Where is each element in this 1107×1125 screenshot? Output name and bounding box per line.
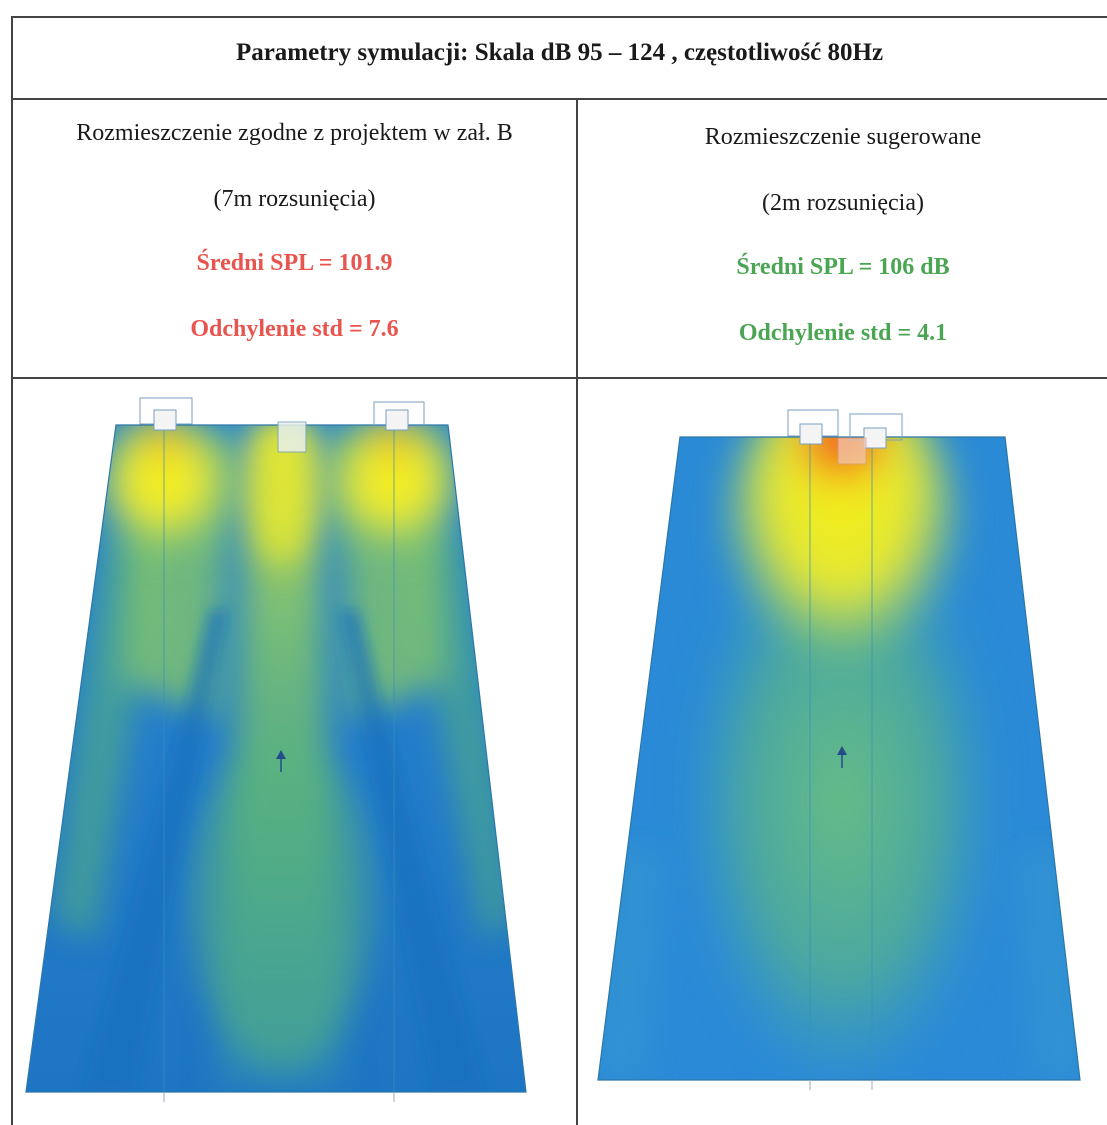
table-border-top [12, 16, 1107, 18]
left-spacing-label: (7m rozsunięcia) [213, 186, 376, 212]
right-mean-spl: Średni SPL = 106 dB [736, 254, 950, 280]
speaker-icon [837, 437, 867, 465]
speaker-icon [373, 401, 425, 431]
left-layout-label: Rozmieszczenie zgodne z projektem w zał.… [76, 120, 513, 146]
right-std-deviation: Odchylenie std = 4.1 [738, 320, 948, 346]
speaker-icon [849, 413, 903, 449]
text-row-divider [12, 377, 1107, 379]
right-spl-heatmap [580, 380, 1107, 1125]
left-description: Rozmieszczenie zgodne z projektem w zał.… [12, 100, 577, 378]
left-spl-heatmap [14, 380, 574, 1125]
speaker-icon [787, 409, 839, 445]
listener-arrow-icon [276, 750, 286, 772]
listener-arrow-icon [837, 746, 847, 768]
speaker-icon [139, 397, 193, 431]
column-divider [576, 99, 578, 1125]
right-layout-label: Rozmieszczenie sugerowane [704, 124, 982, 150]
left-mean-spl: Średni SPL = 101.9 [196, 250, 393, 276]
right-spacing-label: (2m rozsunięcia) [762, 190, 924, 216]
speaker-icon [277, 421, 307, 453]
table-border-left [11, 16, 13, 1125]
simulation-parameters-title: Parametry symulacji: Skala dB 95 – 124 ,… [235, 39, 884, 66]
left-std-deviation: Odchylenie std = 7.6 [190, 316, 399, 342]
header-row-divider [12, 98, 1107, 100]
right-description: Rozmieszczenie sugerowane (2m rozsunięci… [579, 100, 1107, 378]
